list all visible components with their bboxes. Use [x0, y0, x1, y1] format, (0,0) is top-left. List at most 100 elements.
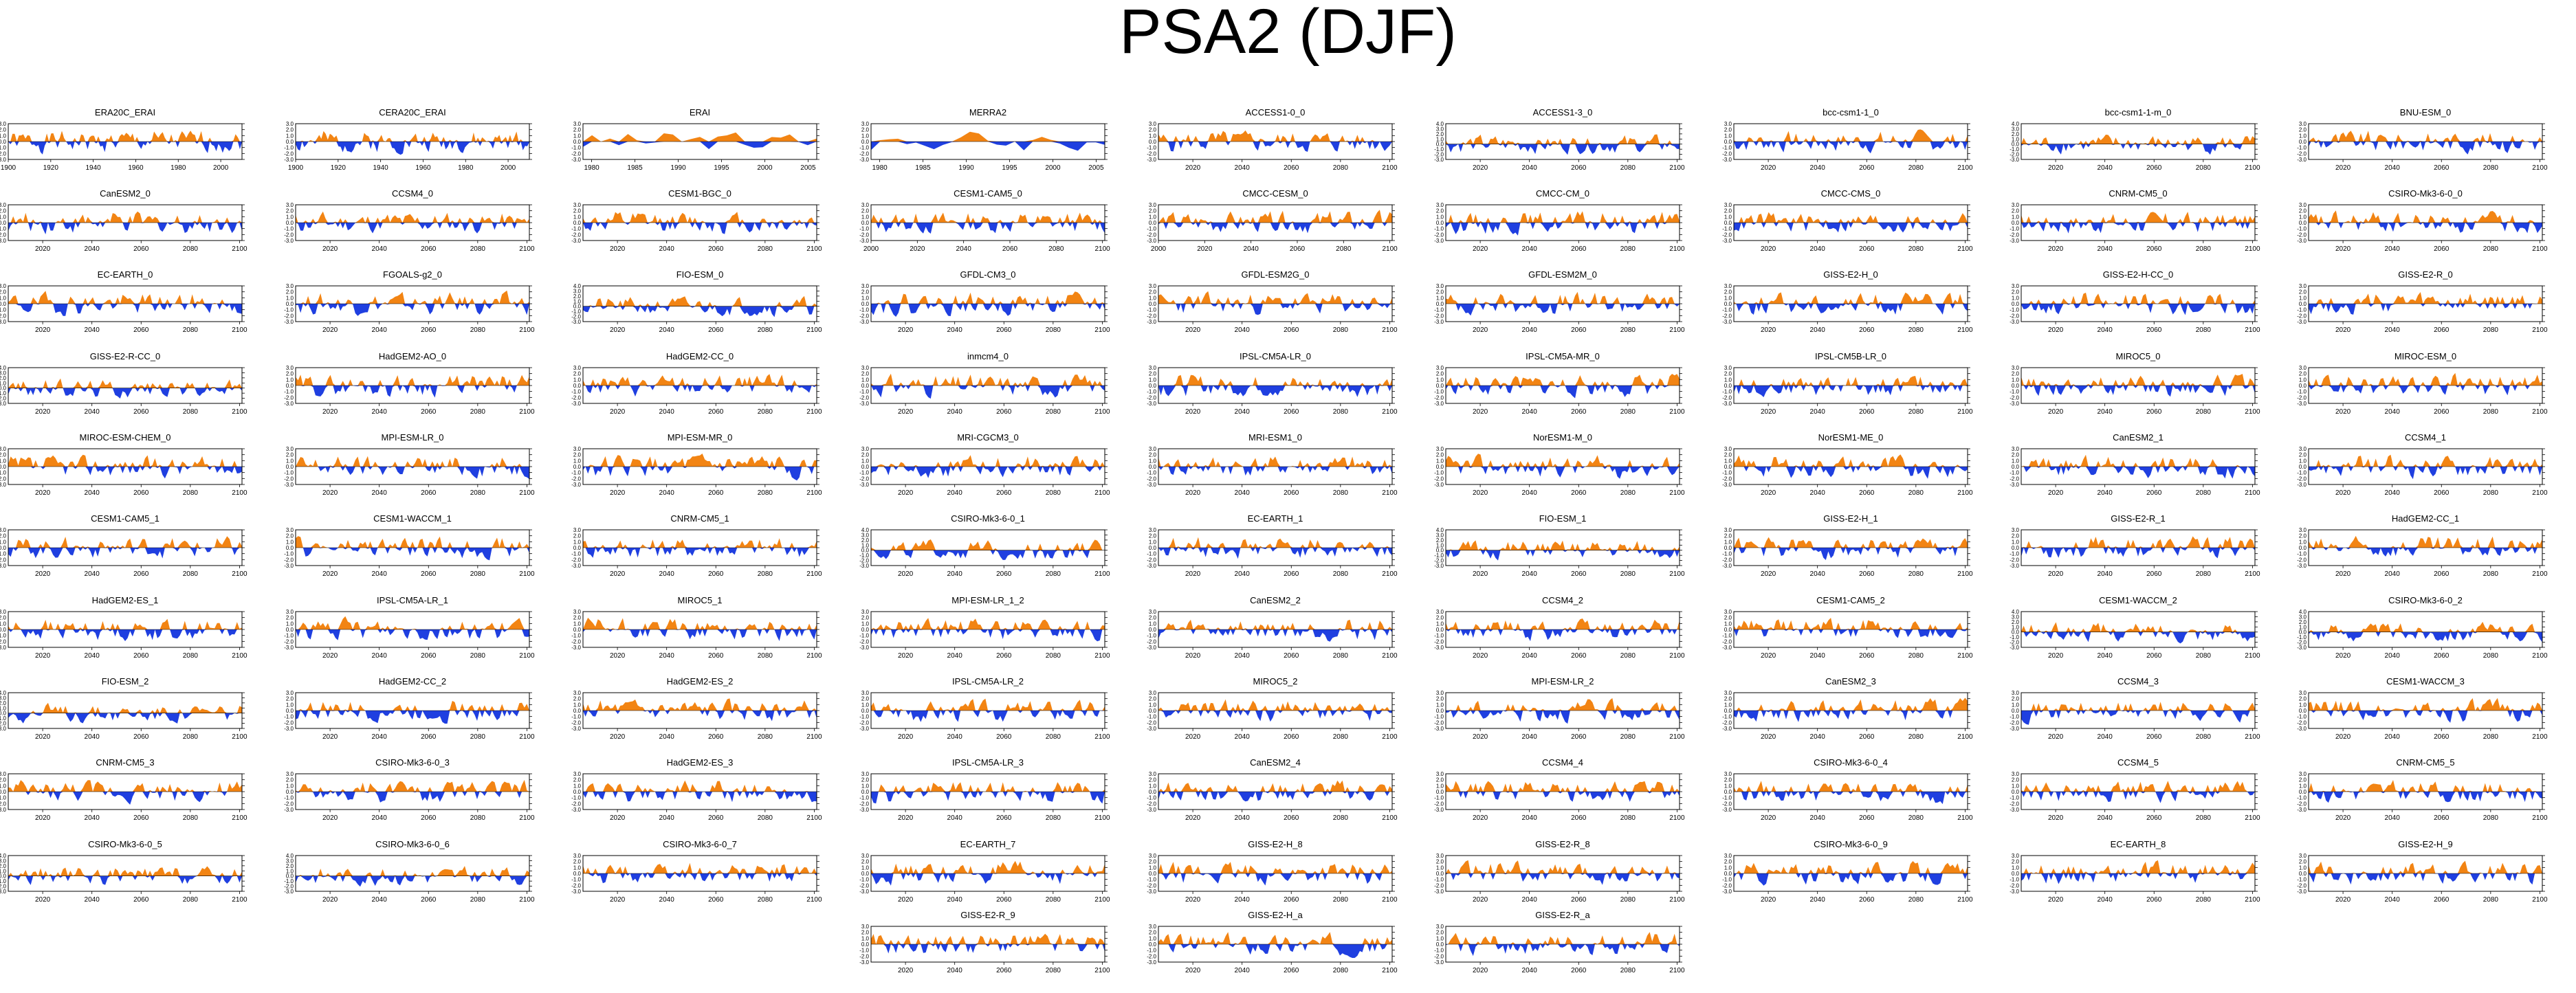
y-tick-label: 3.0 — [286, 527, 294, 533]
y-tick-label: 0.0 — [0, 386, 7, 392]
y-tick-label: 3.0 — [573, 202, 582, 208]
x-tick-label: 2100 — [806, 326, 822, 334]
y-tick-label: 2.0 — [2012, 777, 2020, 783]
y-tick-label: -1.0 — [284, 307, 294, 313]
y-tick-label: 3.0 — [861, 532, 870, 538]
y-tick-label: 2.0 — [1724, 615, 1732, 621]
y-tick-label: 1.0 — [0, 621, 7, 627]
chart-panel: EC-EARTH_03.02.01.00.0-1.0-2.0-3.0202020… — [0, 267, 247, 349]
y-tick-label: 3.0 — [861, 690, 870, 696]
positive-area — [296, 456, 529, 467]
chart-panel: GISS-E2-R_9 3.0 2.0 1.0 0.0 -1.0 -2.0 -3.0 2020 2… — [859, 907, 1110, 990]
chart-panel: HadGEM2-ES_13.02.01.00.0-1.0-2.0-3.02020… — [0, 592, 247, 675]
y-tick-label: 2.0 — [1436, 859, 1444, 865]
y-tick-label: 0.0 — [286, 383, 294, 389]
y-tick-label: 2.0 — [2299, 127, 2307, 133]
x-tick-label: 2040 — [1810, 489, 1826, 497]
chart-panel: GFDL-ESM2G_0 3.0 2.0 1.0 0.0 -1.0 -2.0 -3.0 2020… — [1147, 267, 1398, 349]
y-tick-label: -3.0 — [284, 645, 294, 651]
y-tick-label: -2.0 — [0, 884, 7, 890]
negative-area — [583, 467, 817, 481]
y-tick-label: 3.0 — [573, 288, 582, 294]
x-tick-label: 2040 — [947, 967, 963, 974]
y-tick-label: 0.0 — [2012, 220, 2020, 226]
y-tick-label: -1.0 — [859, 307, 869, 313]
chart-panel: NorESM1-ME_0 3.0 2.0 1.0 0.0 -1.0 -2.0 -3.0 2020… — [1722, 429, 1973, 512]
y-tick-label: 0.0 — [0, 220, 7, 226]
negative-area — [1446, 144, 1680, 155]
positive-area — [2309, 535, 2542, 548]
x-tick-label: 2060 — [708, 652, 724, 660]
x-tick-label: 2080 — [470, 245, 486, 253]
y-tick-label: -3.0 — [0, 401, 7, 407]
y-tick-label: -3.0 — [1434, 238, 1444, 244]
y-tick-label: 2.0 — [1724, 127, 1732, 133]
chart-title: MPI-ESM-LR_0 — [381, 432, 443, 443]
chart-panel: HadGEM2-AO_0 3.0 2.0 1.0 0.0 -1.0 -2.0 -3.0 2020… — [284, 348, 535, 431]
x-tick-label: 2020 — [2048, 408, 2064, 416]
y-tick-label: 1.0 — [1149, 621, 1157, 627]
positive-area — [2309, 292, 2542, 304]
x-tick-label: 2080 — [183, 245, 199, 253]
x-tick-label: 2080 — [2196, 164, 2212, 172]
x-tick-label: 2040 — [2385, 896, 2401, 904]
x-tick-label: 2100 — [1669, 814, 1685, 822]
x-tick-label: 2060 — [421, 408, 437, 416]
x-tick-label: 2020 — [1473, 967, 1488, 974]
positive-area — [2021, 536, 2255, 548]
x-tick-label: 2080 — [2196, 652, 2212, 660]
x-tick-label: 2020 — [2048, 489, 2064, 497]
x-tick-label: 2020 — [35, 326, 51, 334]
x-tick-label: 2100 — [1669, 570, 1685, 578]
chart-panel: GISS-E2-H_0 3.0 2.0 1.0 0.0 -1.0 -2.0 -3.0 2020 2… — [1722, 267, 1973, 349]
chart-panel: GISS-E2-H_9 3.0 2.0 1.0 0.0 -1.0 -2.0 -3.0 2020 2… — [2297, 836, 2548, 919]
x-tick-label: 2000 — [757, 164, 773, 172]
y-tick-label: -1.0 — [859, 948, 869, 954]
chart-panel: GISS-E2-R_a 3.0 2.0 1.0 0.0 -1.0 -2.0 -3.0 2020 2… — [1434, 907, 1685, 990]
negative-area — [2021, 144, 2255, 155]
x-tick-label: 2040 — [1244, 245, 1259, 253]
y-tick-label: 0.0 — [1436, 142, 1444, 148]
y-tick-label: 3.0 — [2299, 690, 2307, 696]
y-tick-label: 0.0 — [0, 464, 7, 470]
x-tick-label: 2060 — [2434, 733, 2450, 741]
x-tick-label: 2020 — [2335, 326, 2351, 334]
y-tick-label: 3.0 — [1149, 690, 1157, 696]
negative-area — [2021, 548, 2255, 559]
x-tick-label: 2040 — [1522, 896, 1538, 904]
y-tick-label: 1.0 — [1149, 214, 1157, 220]
chart-panel: GISS-E2-H_8 3.0 2.0 1.0 0.0 -1.0 -2.0 -3.0 2020 2… — [1147, 836, 1398, 919]
x-tick-label: 1920 — [43, 164, 59, 172]
plot-frame — [295, 855, 530, 892]
chart-title: CCSM4_2 — [1542, 595, 1583, 605]
positive-area — [871, 291, 1105, 304]
y-tick-label: 3.0 — [1724, 690, 1732, 696]
y-tick-label: 1.0 — [286, 783, 294, 789]
plot-frame — [2021, 611, 2256, 648]
y-tick-label: 3.0 — [1436, 771, 1444, 777]
y-tick-label: 0.0 — [0, 139, 7, 145]
y-tick-label: 1.0 — [2012, 864, 2020, 871]
x-tick-label: 2040 — [956, 245, 972, 253]
y-tick-label: 0.0 — [0, 545, 7, 551]
x-tick-label: 2060 — [996, 967, 1012, 974]
x-tick-label: 2040 — [1810, 245, 1826, 253]
y-tick-label: -1.0 — [284, 551, 294, 557]
x-tick-label: 2000 — [1045, 164, 1061, 172]
x-tick-label: 2080 — [1620, 408, 1636, 416]
x-tick-label: 2060 — [2434, 652, 2450, 660]
chart-title: CESM1-CAM5_0 — [954, 188, 1022, 199]
y-tick-label: 0.0 — [1436, 548, 1444, 554]
x-tick-label: 2060 — [1284, 489, 1299, 497]
x-tick-label: 2020 — [35, 896, 51, 904]
positive-area — [2021, 781, 2255, 792]
y-tick-label: 4.0 — [2012, 609, 2020, 615]
y-tick-label: -1.0 — [2297, 551, 2307, 557]
y-tick-label: 0.0 — [1436, 789, 1444, 795]
chart-title: CanESM2_4 — [1250, 757, 1301, 768]
y-tick-label: 2.0 — [0, 863, 7, 869]
